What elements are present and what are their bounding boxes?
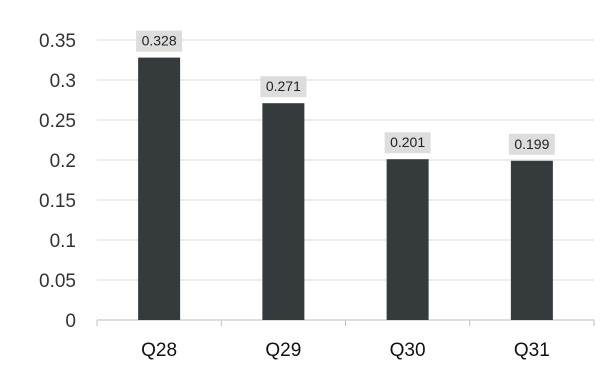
y-tick-label: 0.2 <box>50 151 76 172</box>
bar-q31 <box>510 160 553 320</box>
data-labels: 0.328 0.271 0.201 0.199 <box>136 30 555 155</box>
data-label-box <box>136 30 183 52</box>
y-tick-label: 0.25 <box>39 111 76 132</box>
y-tick-label: 0.35 <box>39 31 76 52</box>
y-tick-label: 0.05 <box>39 271 76 292</box>
x-tick-label: Q28 <box>141 340 177 361</box>
axes <box>96 319 595 326</box>
data-label: 0.201 <box>390 134 425 150</box>
data-label: 0.199 <box>514 136 549 152</box>
y-tick-label: 0.3 <box>50 71 76 92</box>
y-tick-label: 0 <box>65 311 76 332</box>
bar-q28 <box>138 57 181 320</box>
x-tick-label: Q29 <box>265 340 301 361</box>
data-label-box <box>384 132 431 154</box>
data-label-box <box>260 76 307 98</box>
y-tick-label: 0.15 <box>39 191 76 212</box>
data-label: 0.271 <box>266 78 301 94</box>
bars <box>138 57 553 320</box>
bar-q30 <box>386 159 429 320</box>
x-tick-label: Q31 <box>514 340 550 361</box>
x-axis-ticks: Q28 Q29 Q30 Q31 <box>141 340 550 361</box>
bar-q29 <box>262 103 305 320</box>
y-tick-label: 0.1 <box>50 231 76 252</box>
data-label: 0.328 <box>142 33 177 49</box>
x-tick-label: Q30 <box>390 340 426 361</box>
data-label-box <box>508 133 555 155</box>
y-axis-ticks: 0 0.05 0.1 0.15 0.2 0.25 0.3 0.35 <box>39 31 76 332</box>
